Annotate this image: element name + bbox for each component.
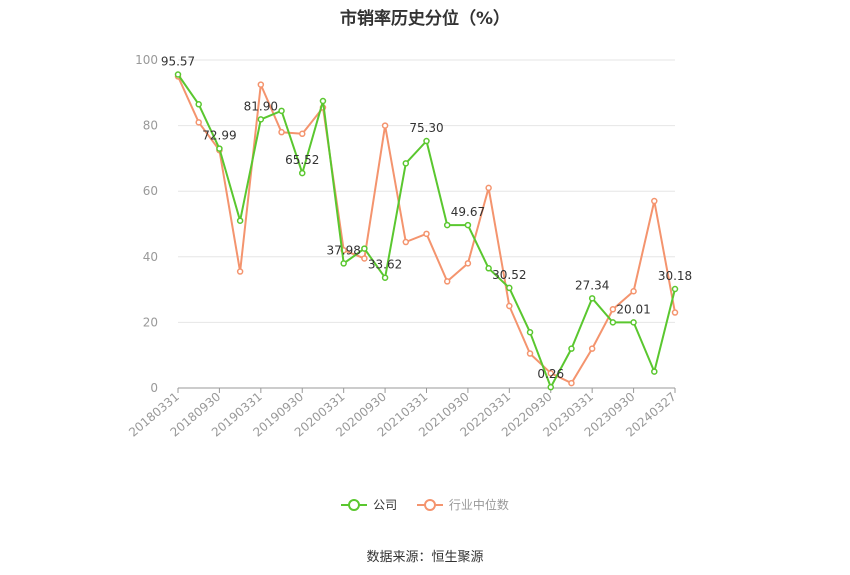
data-point-company[interactable]	[278, 107, 285, 115]
data-point-company[interactable]	[547, 383, 554, 391]
data-point-industry[interactable]	[568, 379, 575, 387]
data-point-company[interactable]	[485, 265, 492, 272]
data-point-company[interactable]	[340, 260, 347, 267]
data-point-company[interactable]	[671, 285, 679, 293]
data-point-industry[interactable]	[485, 184, 492, 192]
data-label: 75.30	[409, 121, 443, 135]
data-point-industry[interactable]	[506, 302, 513, 310]
data-point-industry[interactable]	[588, 345, 596, 352]
data-point-industry[interactable]	[651, 197, 658, 205]
y-tick-label: 80	[143, 119, 158, 133]
data-point-industry[interactable]	[278, 128, 285, 136]
legend: 公司 行业中位数	[0, 496, 850, 513]
data-point-company[interactable]	[299, 169, 306, 177]
data-point-industry[interactable]	[526, 350, 534, 357]
data-point-company[interactable]	[216, 145, 223, 152]
legend-label-industry: 行业中位数	[448, 498, 509, 512]
data-point-industry[interactable]	[547, 369, 554, 377]
data-label: 20.01	[616, 302, 650, 316]
data-point-industry[interactable]	[443, 278, 451, 285]
data-point-company[interactable]	[257, 116, 265, 123]
series-lines	[174, 71, 679, 391]
data-label: 33.62	[368, 258, 402, 272]
data-label: 37.98	[326, 243, 360, 257]
data-point-company[interactable]	[609, 319, 617, 326]
data-point-company[interactable]	[423, 137, 430, 145]
y-tick-label: 60	[143, 184, 158, 198]
data-point-company[interactable]	[195, 101, 202, 108]
data-label: 0.26	[537, 367, 564, 381]
data-point-industry[interactable]	[423, 230, 430, 238]
data-labels: 95.57 72.99 81.90 65.52 37.98 33.62 75.30 49.67…	[161, 55, 692, 382]
data-label: 27.34	[575, 278, 609, 292]
data-label: 81.90	[244, 99, 278, 113]
data-point-company[interactable]	[319, 97, 327, 105]
data-point-industry[interactable]	[257, 81, 265, 88]
data-point-company[interactable]	[506, 284, 513, 292]
data-label: 30.18	[658, 269, 692, 283]
data-point-company[interactable]	[526, 328, 534, 336]
data-point-industry[interactable]	[402, 238, 410, 246]
data-label: 95.57	[161, 55, 195, 69]
y-tick-label: 40	[143, 250, 158, 264]
data-label: 65.52	[285, 153, 319, 167]
axes: 0204060801002018033120180930201903312019…	[126, 53, 679, 440]
chart-title: 市销率历史分位（%）	[339, 9, 511, 29]
y-tick-label: 100	[135, 53, 158, 67]
data-point-industry[interactable]	[671, 309, 679, 316]
data-point-company[interactable]	[464, 221, 472, 229]
y-tick-label: 20	[143, 315, 158, 329]
source-note: 数据来源：恒生聚源	[366, 550, 484, 565]
data-point-company[interactable]	[402, 160, 410, 167]
data-point-company[interactable]	[381, 274, 389, 281]
legend-label-company: 公司	[373, 498, 398, 512]
data-point-company[interactable]	[443, 221, 451, 229]
data-point-industry[interactable]	[299, 130, 306, 138]
data-point-company[interactable]	[588, 295, 596, 302]
data-point-industry[interactable]	[361, 255, 368, 262]
data-label: 72.99	[202, 129, 236, 143]
grid-lines	[178, 59, 675, 323]
data-point-industry[interactable]	[195, 119, 202, 126]
data-point-company[interactable]	[651, 368, 658, 375]
data-point-industry[interactable]	[464, 260, 472, 267]
data-point-company[interactable]	[630, 319, 637, 326]
data-point-industry[interactable]	[630, 287, 637, 295]
data-point-company[interactable]	[174, 71, 182, 78]
data-point-industry[interactable]	[381, 122, 389, 129]
data-point-company[interactable]	[361, 245, 368, 252]
data-point-company[interactable]	[568, 345, 575, 352]
data-point-industry[interactable]	[609, 306, 617, 313]
data-label: 30.52	[492, 268, 526, 282]
data-point-company[interactable]	[236, 217, 244, 224]
data-label: 49.67	[451, 205, 485, 219]
legend-company-marker-icon	[341, 498, 368, 511]
legend-item-industry[interactable]: 行业中位数	[416, 496, 509, 513]
legend-industry-marker-icon	[416, 498, 443, 511]
data-point-industry[interactable]	[236, 268, 244, 275]
y-tick-label: 0	[150, 381, 158, 395]
legend-item-company[interactable]: 公司	[341, 496, 397, 513]
